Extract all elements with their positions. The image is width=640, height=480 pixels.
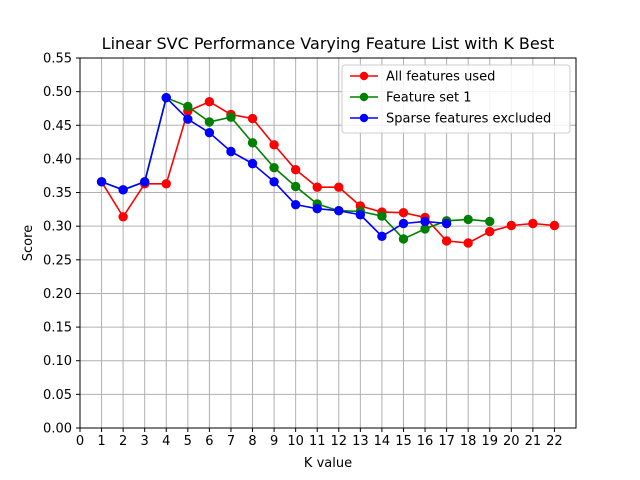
x-tick-label: 2 (119, 434, 127, 449)
data-point (463, 238, 473, 248)
x-tick-label: 3 (141, 434, 149, 449)
data-point (441, 236, 452, 246)
data-point (355, 210, 366, 220)
data-point (226, 112, 236, 122)
chart-title: Linear SVC Performance Varying Feature L… (102, 34, 555, 53)
data-point (247, 158, 258, 169)
x-tick-label: 7 (227, 434, 235, 449)
y-tick-label: 0.00 (43, 422, 72, 437)
x-tick-label: 4 (162, 434, 170, 449)
x-tick-label: 10 (287, 434, 304, 449)
data-point (139, 177, 150, 187)
x-tick-label: 14 (374, 434, 391, 449)
data-point (506, 220, 517, 231)
legend-item: Sparse features excluded (350, 112, 551, 127)
x-tick-label: 11 (309, 434, 326, 449)
data-point (290, 181, 301, 192)
data-point (96, 177, 107, 187)
x-tick-label: 22 (546, 434, 563, 449)
x-tick-label: 0 (76, 434, 84, 449)
series-3 (96, 92, 452, 241)
data-point (118, 212, 128, 222)
legend-label: Sparse features excluded (386, 112, 551, 127)
data-point (247, 138, 258, 148)
x-tick-label: 20 (503, 434, 520, 449)
data-point (183, 114, 193, 124)
data-point (441, 218, 452, 229)
data-point (398, 234, 409, 244)
y-tick-label: 0.05 (43, 388, 72, 403)
data-point (118, 185, 128, 195)
x-tick-label: 15 (395, 434, 412, 449)
y-tick-label: 0.35 (43, 186, 72, 201)
data-point (204, 117, 215, 127)
data-point (269, 177, 279, 187)
axis-ticks: 0 1 2 3 4 5 6 7 8 9 10 11 12 13 14 15 16 17 18 19 20 21 220.00… (43, 52, 563, 450)
data-point (161, 179, 171, 189)
legend-item: Feature set 1 (350, 91, 472, 106)
data-point (269, 162, 279, 173)
x-tick-label: 8 (248, 434, 256, 449)
x-tick-label: 1 (97, 434, 105, 449)
data-point (528, 218, 538, 229)
data-point (485, 226, 495, 237)
data-point (204, 97, 215, 107)
y-tick-label: 0.15 (43, 321, 72, 336)
data-point (247, 113, 258, 124)
series-layer (96, 92, 560, 248)
y-tick-label: 0.50 (43, 85, 72, 100)
x-tick-label: 9 (270, 434, 278, 449)
x-tick-label: 17 (438, 434, 455, 449)
x-tick-label: 13 (352, 434, 369, 449)
x-tick-label: 16 (417, 434, 434, 449)
data-point (183, 101, 193, 112)
legend-item: All features used (350, 70, 495, 85)
legend-label: Feature set 1 (386, 91, 472, 106)
data-point (312, 182, 322, 192)
data-point (420, 216, 430, 227)
x-tick-label: 18 (460, 434, 477, 449)
data-point (463, 214, 473, 225)
data-point (485, 216, 495, 227)
y-tick-label: 0.45 (43, 119, 72, 134)
data-point (204, 127, 215, 138)
data-point (312, 203, 322, 214)
y-tick-label: 0.30 (43, 220, 72, 235)
x-tick-label: 5 (184, 434, 192, 449)
data-point (334, 182, 344, 192)
data-point (398, 208, 409, 218)
legend-swatch-marker (359, 71, 369, 81)
x-tick-label: 6 (205, 434, 213, 449)
plot-frame (79, 57, 577, 429)
data-point (549, 220, 560, 231)
data-point (377, 211, 387, 221)
y-tick-label: 0.25 (43, 253, 72, 268)
y-tick-label: 0.55 (43, 52, 72, 67)
x-tick-label: 21 (525, 434, 542, 449)
legend-swatch-marker (359, 113, 369, 123)
data-point (290, 199, 301, 210)
x-tick-label: 19 (481, 434, 498, 449)
data-point (269, 140, 279, 150)
legend-swatch-marker (359, 92, 369, 102)
y-tick-label: 0.20 (43, 287, 72, 302)
data-point (377, 231, 387, 241)
data-point (334, 206, 344, 216)
y-axis-label: Score (21, 225, 36, 261)
data-point (161, 92, 171, 103)
x-tick-label: 12 (331, 434, 348, 449)
legend: All features used Feature set 1 Sparse fea… (341, 64, 571, 134)
data-point (290, 164, 301, 175)
data-point (226, 146, 236, 157)
legend-label: All features used (386, 70, 495, 85)
x-axis-label: K value (304, 456, 352, 471)
y-tick-label: 0.40 (43, 152, 72, 167)
series-line (100, 100, 555, 244)
data-point (398, 218, 409, 229)
y-tick-label: 0.10 (43, 354, 72, 369)
legend-box (341, 64, 571, 134)
